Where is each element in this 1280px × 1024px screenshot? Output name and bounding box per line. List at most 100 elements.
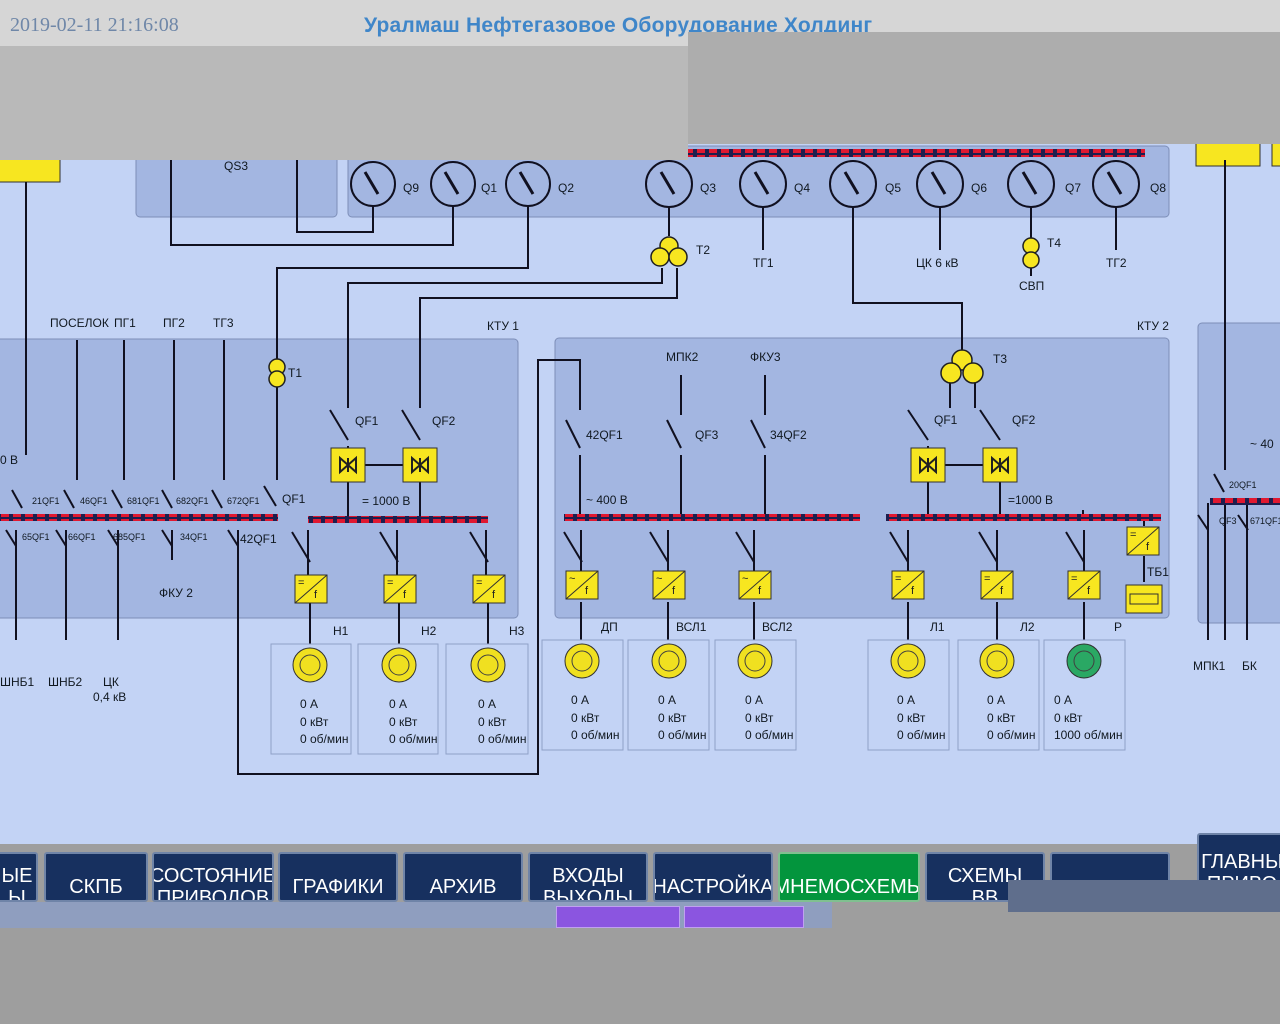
label-mpk1: МПК1 — [1193, 659, 1226, 673]
nav-button-4[interactable]: ГРАФИКИ — [278, 852, 398, 902]
label-q4: Q4 — [794, 181, 810, 195]
nav-button-label: МНЕМОСХЕМЫ — [778, 876, 920, 898]
bus-ktu2-dc — [886, 514, 1161, 521]
label-ck04: ЦК — [103, 675, 119, 689]
drive-9[interactable]: Р 0 А 0 кВт 1000 об/мин — [1054, 620, 1123, 742]
label-qf2-ktu2: QF2 — [1012, 413, 1036, 427]
bottom-area — [0, 928, 1280, 1024]
breaker-q9[interactable] — [350, 161, 396, 207]
label-svp: СВП — [1019, 279, 1044, 293]
drive-8[interactable]: Л2 0 А 0 кВт 0 об/мин — [979, 620, 1035, 742]
drive-name: ВСЛ2 — [762, 620, 793, 634]
svg-text:f: f — [911, 585, 915, 597]
nav-button-3[interactable]: СОСТОЯНИЕ ПРИВОДОВ — [152, 852, 274, 902]
svg-text:~: ~ — [742, 573, 748, 585]
breaker-q6[interactable] — [916, 160, 964, 208]
breaker-q2[interactable] — [505, 161, 551, 207]
bus-ktu1-left — [0, 514, 278, 521]
drive-current: 0 А — [1054, 693, 1072, 707]
label-685qf1: 685QF1 — [113, 532, 146, 542]
nav-button-5[interactable]: АРХИВ — [403, 852, 523, 902]
label-400v-right: ~ 40 — [1250, 437, 1274, 451]
label-34qf2: 34QF2 — [770, 428, 807, 442]
label-qf3: QF3 — [695, 428, 719, 442]
drive-1[interactable]: Н1 0 А 0 кВт 0 об/мин — [292, 624, 349, 746]
nav-button-1[interactable]: ЫЕ Ы — [0, 852, 38, 902]
drive-status-lamp — [737, 643, 773, 679]
drive-6[interactable]: ВСЛ2 0 А 0 кВт 0 об/мин — [737, 620, 793, 742]
drive-name: Н2 — [421, 624, 437, 638]
label-20qf1: 20QF1 — [1229, 480, 1257, 490]
bus-ktu2-ac — [564, 514, 860, 521]
label-t4: T4 — [1047, 236, 1061, 250]
drive-4[interactable]: ДП 0 А 0 кВт 0 об/мин — [564, 620, 619, 742]
drive-status-lamp-inner — [388, 654, 410, 676]
drive-speed: 0 об/мин — [897, 728, 945, 742]
nav-button-8[interactable]: МНЕМОСХЕМЫ — [778, 852, 920, 902]
transformer-t2-icon[interactable] — [650, 236, 688, 267]
svg-text:f: f — [314, 589, 318, 601]
label-t3: T3 — [993, 352, 1007, 366]
label-46qf1: 46QF1 — [80, 496, 108, 506]
svg-text:=: = — [984, 573, 990, 585]
header-bar: 2019-02-11 21:16:08 Уралмаш Нефтегазовое… — [0, 0, 1280, 46]
overlay-band-right — [688, 32, 1280, 144]
drive-2[interactable]: Н2 0 А 0 кВт 0 об/мин — [381, 624, 437, 746]
label-pg2: ПГ2 — [163, 316, 185, 330]
drive-status-lamp-inner — [986, 650, 1008, 672]
breaker-q3[interactable] — [645, 160, 693, 208]
drive-status-lamp-inner — [744, 650, 766, 672]
datetime: 2019-02-11 21:16:08 — [10, 14, 179, 36]
nav-button-6[interactable]: ВХОДЫ ВЫХОДЫ — [528, 852, 648, 902]
drive-current: 0 А — [478, 697, 496, 711]
company-title: Уралмаш Нефтегазовое Оборудование Холдин… — [364, 14, 873, 37]
drive-status-lamp-inner — [477, 654, 499, 676]
svg-text:f: f — [672, 585, 676, 597]
overlay-band — [0, 46, 688, 160]
svg-text:=: = — [476, 577, 482, 589]
drive-7[interactable]: Л1 0 А 0 кВт 0 об/мин — [890, 620, 945, 742]
purple-button-2[interactable] — [684, 906, 804, 928]
drive-name: ВСЛ1 — [676, 620, 707, 634]
ktu-switches — [5, 409, 1249, 563]
drive-power: 0 кВт — [897, 711, 926, 725]
nav-button-2[interactable]: СКПБ — [44, 852, 148, 902]
label-42qf1: 42QF1 — [586, 428, 623, 442]
transformer-t4-icon[interactable] — [1022, 237, 1040, 269]
drive-power: 0 кВт — [1054, 711, 1083, 725]
transformer-t3-icon[interactable] — [940, 349, 984, 384]
label-qf3-right: QF3 — [1219, 516, 1237, 526]
label-tg2: ТГ2 — [1106, 256, 1127, 270]
drive-name: Л1 — [930, 620, 945, 634]
purple-button-1[interactable] — [556, 906, 680, 928]
breaker-q4[interactable] — [739, 160, 787, 208]
bus-right — [1210, 498, 1280, 505]
label-q9: Q9 — [403, 181, 419, 195]
label-tg1: ТГ1 — [753, 256, 774, 270]
nav-button-label: СКПБ — [69, 876, 123, 898]
nav-button-label: НАСТРОЙКА — [653, 876, 773, 898]
label-q7: Q7 — [1065, 181, 1081, 195]
label-tb1: ТБ1 — [1147, 565, 1169, 579]
drive-status-lamp — [564, 643, 600, 679]
drive-status-lamp — [470, 647, 506, 683]
label-q5: Q5 — [885, 181, 901, 195]
breaker-q5[interactable] — [829, 160, 877, 208]
breaker-q8[interactable] — [1092, 160, 1140, 208]
svg-text:~: ~ — [656, 573, 662, 585]
label-66qf1: 66QF1 — [68, 532, 96, 542]
nav-button-7[interactable]: НАСТРОЙКА — [653, 852, 773, 902]
drive-power: 0 кВт — [571, 711, 600, 725]
drive-current: 0 А — [300, 697, 318, 711]
breaker-q7[interactable] — [1007, 160, 1055, 208]
label-400v: ~ 400 В — [586, 493, 628, 507]
breaker-q1[interactable] — [430, 161, 476, 207]
drive-status-lamp-inner — [299, 654, 321, 676]
drive-status-lamp — [890, 643, 926, 679]
label-qf1-ktu1: QF1 — [355, 414, 379, 428]
label-shnb2: ШНБ2 — [48, 675, 83, 689]
drive-5[interactable]: ВСЛ1 0 А 0 кВт 0 об/мин — [651, 620, 707, 742]
transformer-t1-icon[interactable] — [268, 358, 286, 388]
drive-status-lamp-inner — [571, 650, 593, 672]
drive-3[interactable]: Н3 0 А 0 кВт 0 об/мин — [470, 624, 526, 746]
